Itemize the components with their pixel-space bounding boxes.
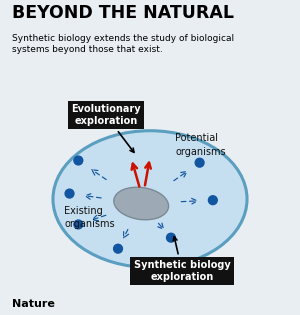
Text: Evolutionary
exploration: Evolutionary exploration: [71, 105, 141, 152]
Circle shape: [195, 158, 204, 167]
Text: Synthetic biology
exploration: Synthetic biology exploration: [134, 237, 230, 282]
Ellipse shape: [114, 187, 169, 220]
Text: BEYOND THE NATURAL: BEYOND THE NATURAL: [12, 4, 234, 22]
Circle shape: [114, 244, 122, 253]
Circle shape: [167, 233, 176, 242]
Ellipse shape: [53, 131, 247, 267]
Circle shape: [65, 189, 74, 198]
Circle shape: [74, 156, 83, 165]
Circle shape: [208, 196, 217, 205]
Text: Potential
organisms: Potential organisms: [176, 134, 226, 157]
Text: Existing
organisms: Existing organisms: [64, 206, 115, 229]
Circle shape: [74, 220, 83, 229]
Text: Synthetic biology extends the study of biological
systems beyond those that exis: Synthetic biology extends the study of b…: [12, 33, 234, 54]
Text: Nature: Nature: [12, 299, 55, 309]
